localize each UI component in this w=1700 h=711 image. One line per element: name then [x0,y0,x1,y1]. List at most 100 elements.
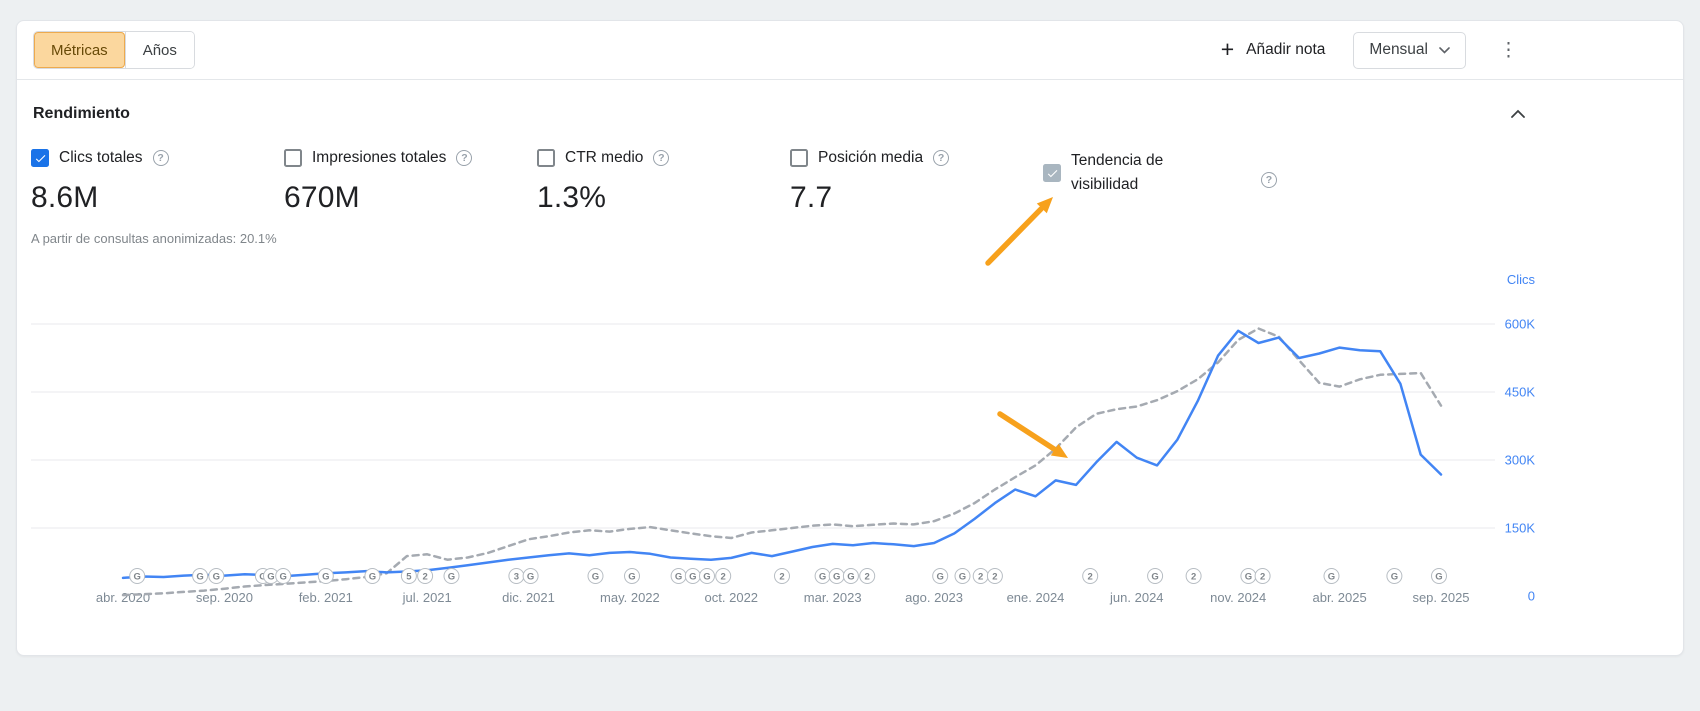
svg-text:G: G [448,572,455,583]
chart-annotation-badge[interactable]: G [932,568,949,584]
metric-value-posicion: 7.7 [790,181,833,214]
help-icon[interactable]: ? [653,150,670,166]
help-icon[interactable]: ? [152,150,169,166]
chart-annotation-badge[interactable]: G [317,568,334,584]
metric-posicion-media[interactable]: Posición media ? 7.7 [790,149,1043,215]
tab-metricas[interactable]: Métricas [34,32,125,68]
checkbox-clics-totales[interactable] [31,149,49,167]
help-icon[interactable]: ? [456,150,473,166]
chart-annotation-badge[interactable]: G [1323,568,1340,584]
help-icon[interactable]: ? [1261,172,1277,188]
svg-text:G: G [703,572,710,583]
checkbox-impresiones-totales[interactable] [284,149,302,167]
chart-annotation-badge[interactable]: G [1147,568,1164,584]
svg-text:G: G [847,572,854,583]
x-tick-label: jul. 2021 [402,590,452,605]
chart-annotation-badge[interactable]: G [670,568,687,584]
check-icon [35,154,45,162]
section-title: Rendimiento [33,104,130,122]
chart-annotation-badge[interactable]: 5 [400,568,417,584]
x-tick-label: abr. 2020 [96,590,150,605]
svg-text:G: G [1245,572,1252,583]
svg-text:G: G [689,572,696,583]
svg-text:2: 2 [1088,572,1093,583]
checkbox-ctr-medio[interactable] [537,149,555,167]
chart-annotation-badge[interactable]: G [443,568,460,584]
chart-annotation-badge[interactable]: 2 [986,568,1003,584]
x-tick-label: dic. 2021 [502,590,555,605]
metric-clics-totales[interactable]: Clics totales ? 8.6M [31,149,284,215]
chart-annotation-badge[interactable]: G [828,568,845,584]
chart-annotation-badge[interactable]: G [275,568,292,584]
metric-ctr-medio[interactable]: CTR medio ? 1.3% [537,149,790,215]
y-tick-label: 450K [1505,385,1535,400]
y-tick-label: 150K [1505,521,1535,536]
chart-annotation-badge[interactable]: G [263,568,279,584]
chart-annotation-badge[interactable]: G [192,568,209,584]
collapse-section-button[interactable] [1507,102,1529,125]
chart-annotation-badge[interactable]: G [364,568,381,584]
chart-annotation-badge[interactable]: G [624,568,640,584]
performance-chart-svg[interactable]: Clics 600K 450K 300K 150K 0 abr. 2020 sep. 2020… [31,272,1535,617]
chart-annotation-badge[interactable]: 3 [508,568,525,584]
svg-text:2: 2 [779,572,784,583]
metric-value-clics: 8.6M [31,181,99,214]
chart-annotation-badge[interactable]: G [129,568,146,584]
chart-annotation-badge[interactable]: 2 [1254,568,1271,584]
chart-annotation-badge[interactable]: G [1386,568,1403,584]
performance-chart[interactable]: Clics 600K 450K 300K 150K 0 abr. 2020 sep. 2020… [31,272,1537,617]
view-toggle: Métricas Años [33,31,195,69]
metrics-row: Clics totales ? 8.6M Impresiones totales… [31,149,1535,215]
checkbox-tendencia-visibilidad[interactable] [1043,164,1061,182]
metric-label: Posición media [818,149,924,166]
x-tick-label: ene. 2024 [1007,590,1065,605]
chart-annotation-badge[interactable]: G [522,568,539,584]
svg-text:G: G [213,572,220,583]
chart-annotation-badge[interactable]: 2 [1082,568,1099,584]
x-tick-label: sep. 2020 [196,590,253,605]
chart-annotation-badge[interactable]: G [684,568,701,584]
svg-text:2: 2 [992,572,997,583]
metric-label: Clics totales [59,149,143,166]
section-header: Rendimiento [31,102,1535,125]
chart-annotation-badge[interactable]: G [208,568,225,584]
chart-annotation-badge[interactable]: G [587,568,604,584]
chart-annotation-badge[interactable]: G [699,568,715,584]
chart-annotation-badge[interactable]: 2 [417,568,434,584]
checkbox-posicion-media[interactable] [790,149,808,167]
svg-text:G: G [937,572,944,583]
svg-text:G: G [592,572,599,583]
add-note-button[interactable]: + Añadir nota [1221,37,1326,61]
chevron-down-icon [1439,46,1450,54]
y-tick-label: 300K [1505,453,1535,468]
metric-impresiones-totales[interactable]: Impresiones totales ? 670M [284,149,537,215]
help-icon[interactable]: ? [933,150,950,166]
chart-annotation-badge[interactable]: 2 [972,568,989,584]
chart-annotation-badge[interactable]: G [814,568,831,584]
svg-text:G: G [267,572,274,583]
svg-text:G: G [280,572,287,583]
svg-text:G: G [369,572,376,583]
x-tick-label: sep. 2025 [1412,590,1469,605]
svg-text:5: 5 [406,572,412,583]
chart-annotation-badge[interactable]: G [954,568,971,584]
svg-text:3: 3 [514,572,519,583]
svg-text:G: G [527,572,534,583]
metric-tendencia-visibilidad[interactable]: Tendencia de visibilidad ? [1043,149,1535,197]
svg-text:2: 2 [1260,572,1265,583]
svg-text:G: G [675,572,682,583]
overflow-menu-icon[interactable]: ⋮ [1494,39,1523,62]
chart-annotation-badge[interactable]: 2 [774,568,790,584]
tab-anos[interactable]: Años [124,32,194,68]
chart-annotation-badge[interactable]: 2 [1185,568,1202,584]
chart-annotation-badge[interactable]: G [1240,568,1257,584]
chart-annotation-badge[interactable]: G [1431,568,1447,584]
x-tick-label: oct. 2022 [705,590,759,605]
chart-annotation-badge[interactable]: 2 [715,568,732,584]
chart-annotation-badge[interactable]: G [842,568,859,584]
chart-annotation-badge[interactable]: 2 [859,568,876,584]
granularity-dropdown[interactable]: Mensual [1353,31,1466,69]
svg-text:G: G [1151,572,1158,583]
x-tick-label: mar. 2023 [804,590,862,605]
